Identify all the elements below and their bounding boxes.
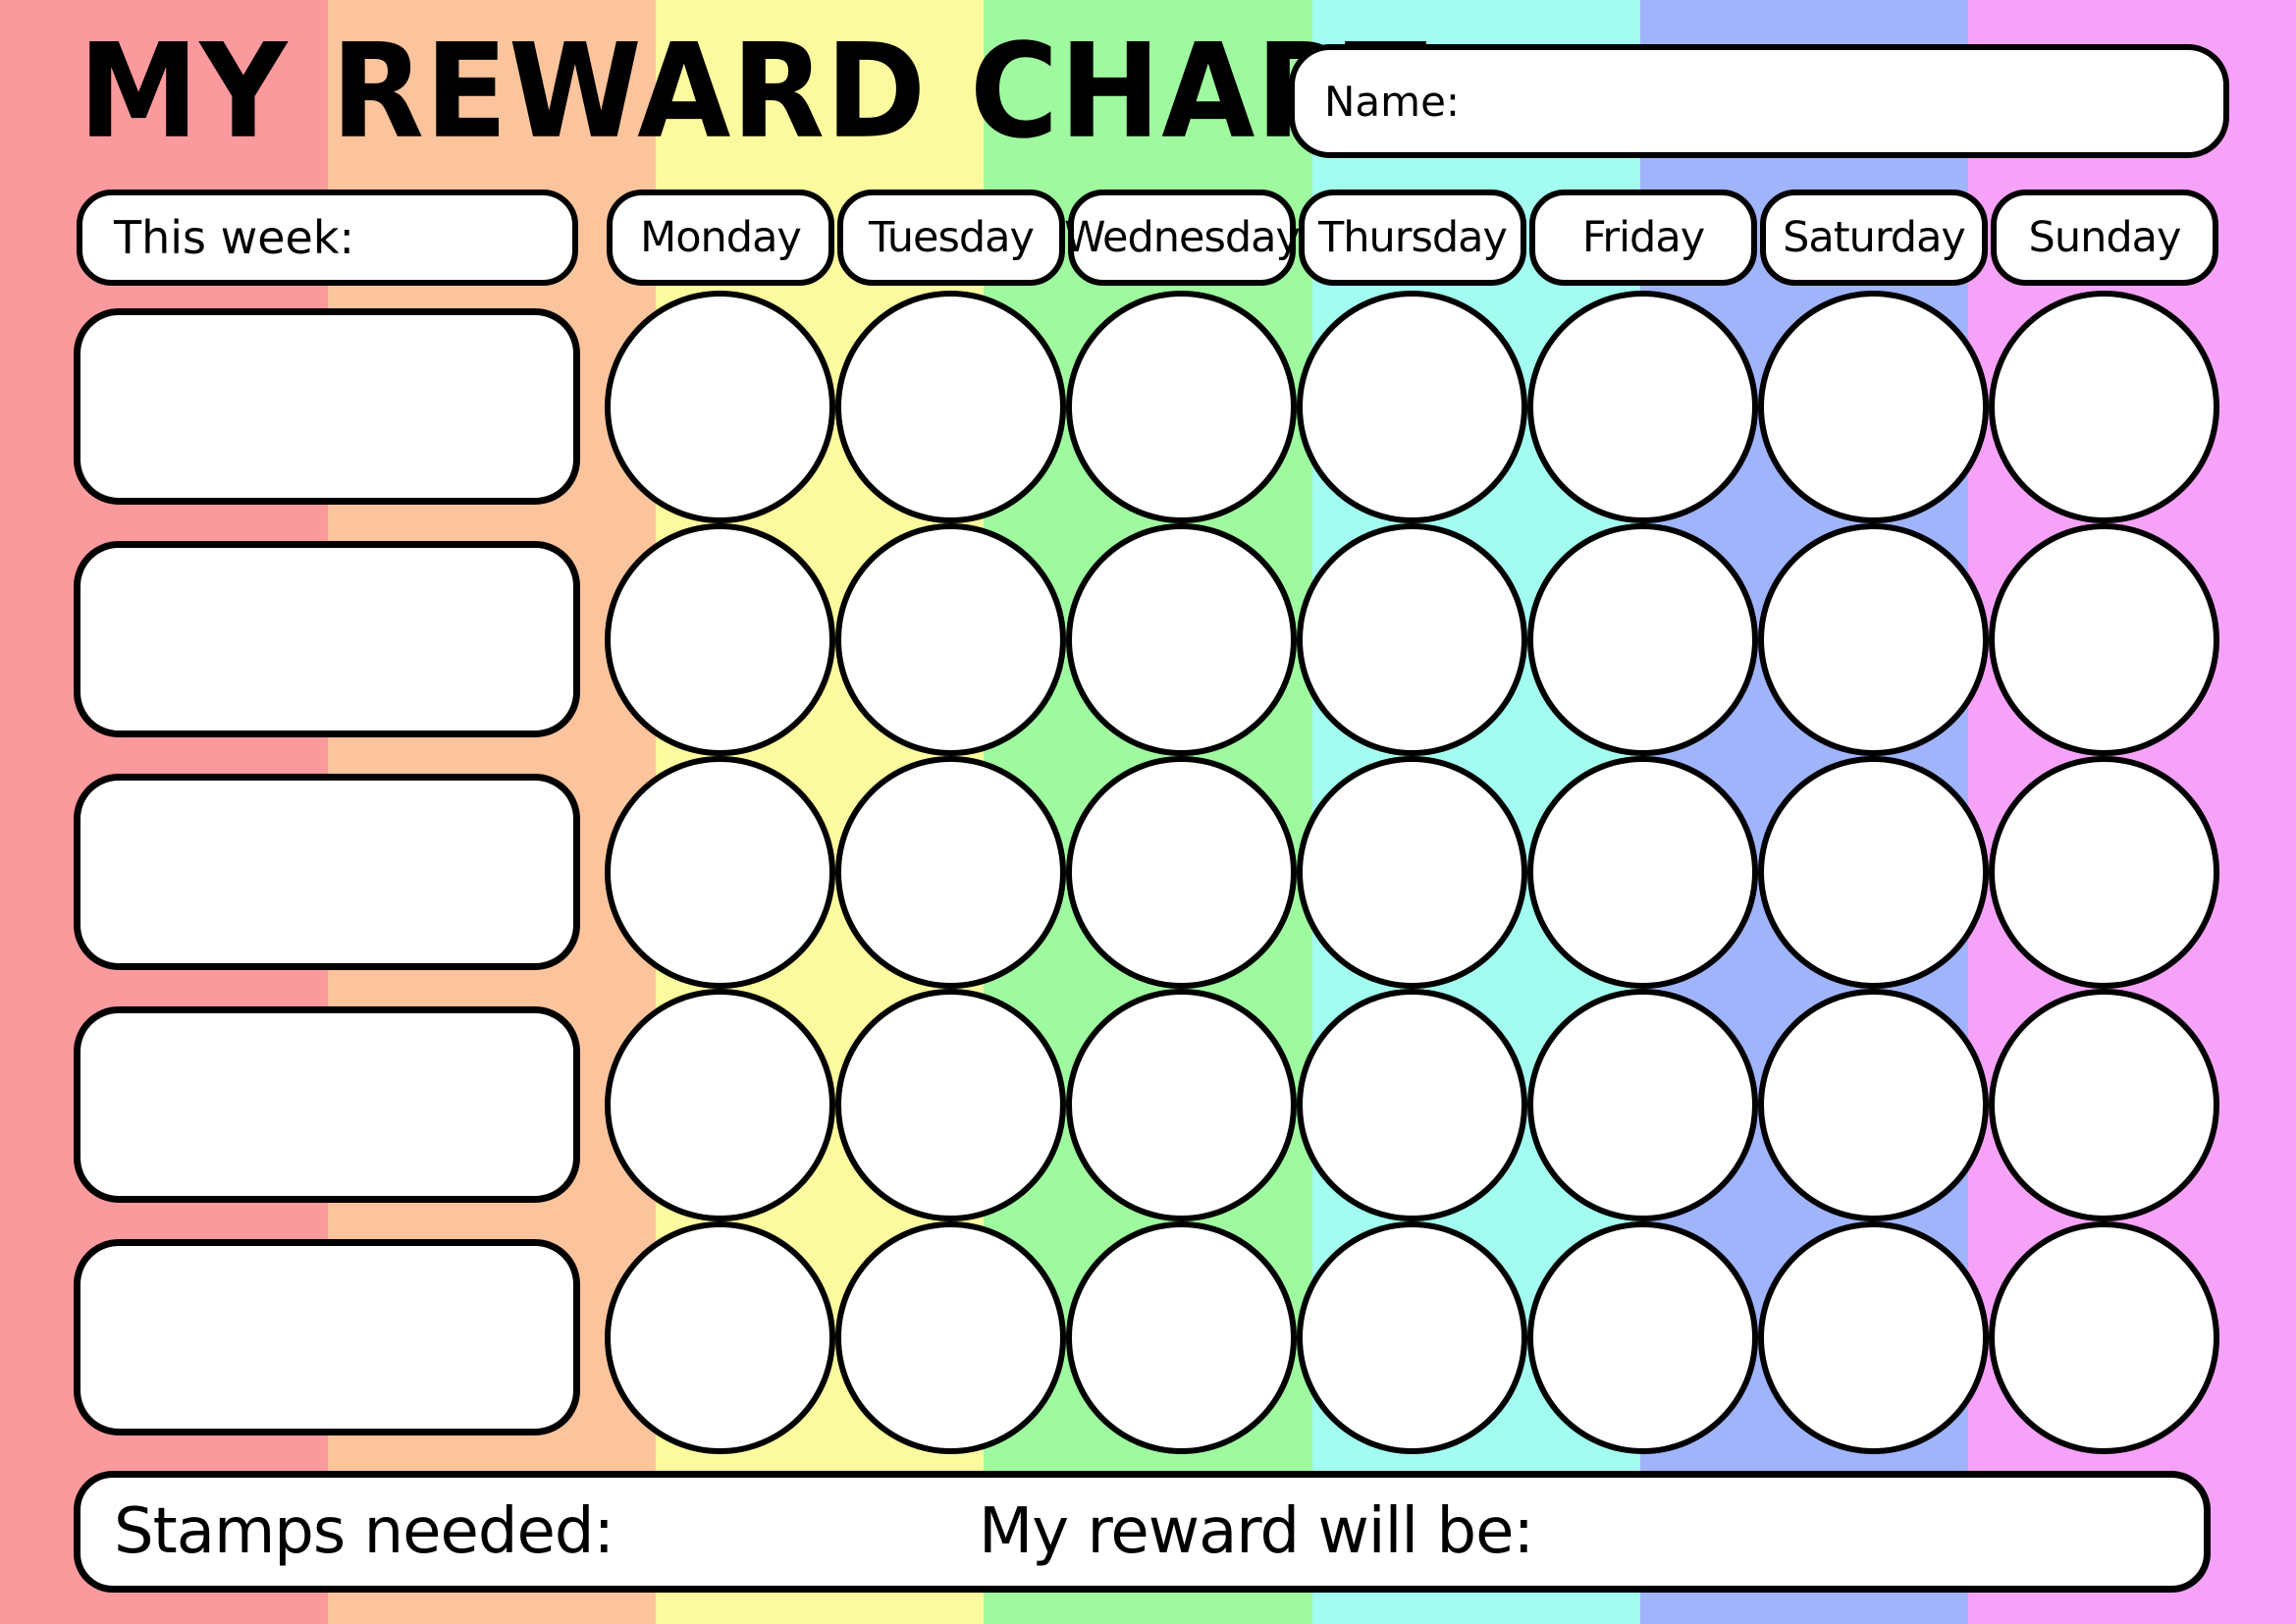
day-header-friday: Friday (1529, 189, 1757, 286)
stamp-circle[interactable] (605, 523, 835, 756)
footer-bar[interactable]: Stamps needed: My reward will be: (74, 1471, 2211, 1593)
stamp-circle[interactable] (1297, 756, 1527, 989)
stamp-circle[interactable] (1527, 291, 1758, 523)
stamp-circle[interactable] (1758, 756, 1989, 989)
day-label: Thursday (1318, 213, 1508, 262)
stamp-circle[interactable] (1758, 989, 1989, 1221)
stamp-circle[interactable] (605, 989, 835, 1221)
task-input-box[interactable] (74, 1239, 580, 1435)
stamp-circle[interactable] (1527, 1221, 1758, 1454)
stamp-circle[interactable] (1066, 756, 1297, 989)
day-label: Monday (640, 213, 802, 262)
task-input-box[interactable] (74, 774, 580, 970)
reward-will-be-label: My reward will be: (979, 1495, 1534, 1568)
stamp-circle[interactable] (1066, 291, 1297, 523)
stamp-circle[interactable] (1989, 1221, 2219, 1454)
day-label: Saturday (1783, 213, 1966, 262)
stamp-circle[interactable] (1066, 989, 1297, 1221)
day-label: Friday (1581, 213, 1705, 262)
this-week-field[interactable]: This week: (77, 189, 578, 286)
stamp-circle[interactable] (1527, 756, 1758, 989)
stamp-circle[interactable] (835, 1221, 1066, 1454)
name-label: Name: (1324, 77, 1461, 126)
stamp-circle[interactable] (1989, 756, 2219, 989)
stamp-circle[interactable] (605, 291, 835, 523)
stamps-needed-label: Stamps needed: (114, 1495, 614, 1568)
day-header-saturday: Saturday (1760, 189, 1988, 286)
stamp-circle[interactable] (1527, 523, 1758, 756)
stamp-circle[interactable] (1297, 291, 1527, 523)
this-week-label: This week: (114, 211, 354, 264)
task-input-box[interactable] (74, 1006, 580, 1203)
stamp-circle[interactable] (835, 523, 1066, 756)
stamp-circle[interactable] (1297, 523, 1527, 756)
page-title: MY REWARD CHART (79, 16, 1428, 169)
stamp-circle[interactable] (1066, 1221, 1297, 1454)
day-header-thursday: Thursday (1299, 189, 1526, 286)
stamp-circle[interactable] (1527, 989, 1758, 1221)
stamp-circle[interactable] (1758, 523, 1989, 756)
day-header-wednesday: Wednesday (1064, 189, 1301, 286)
day-header-sunday: Sunday (1991, 189, 2218, 286)
stamp-circle[interactable] (605, 1221, 835, 1454)
stamp-circle[interactable] (605, 756, 835, 989)
task-list (74, 308, 580, 1435)
day-label: Wednesday (1064, 213, 1301, 262)
day-header-tuesday: Tuesday (837, 189, 1065, 286)
day-label: Sunday (2028, 213, 2182, 262)
stamp-circle[interactable] (1989, 291, 2219, 523)
task-input-box[interactable] (74, 541, 580, 737)
day-label: Tuesday (869, 213, 1035, 262)
stamp-circle[interactable] (835, 989, 1066, 1221)
stamp-circle[interactable] (835, 291, 1066, 523)
stamp-circle[interactable] (1758, 1221, 1989, 1454)
name-field[interactable]: Name: (1289, 44, 2229, 158)
stamp-circle[interactable] (835, 756, 1066, 989)
stamp-circle[interactable] (1297, 989, 1527, 1221)
stamp-circle[interactable] (1989, 989, 2219, 1221)
stamp-circle[interactable] (1297, 1221, 1527, 1454)
stamp-grid (605, 291, 2219, 1454)
stamp-circle[interactable] (1758, 291, 1989, 523)
day-header-monday: Monday (607, 189, 834, 286)
task-input-box[interactable] (74, 308, 580, 505)
stamp-circle[interactable] (1066, 523, 1297, 756)
stamp-circle[interactable] (1989, 523, 2219, 756)
